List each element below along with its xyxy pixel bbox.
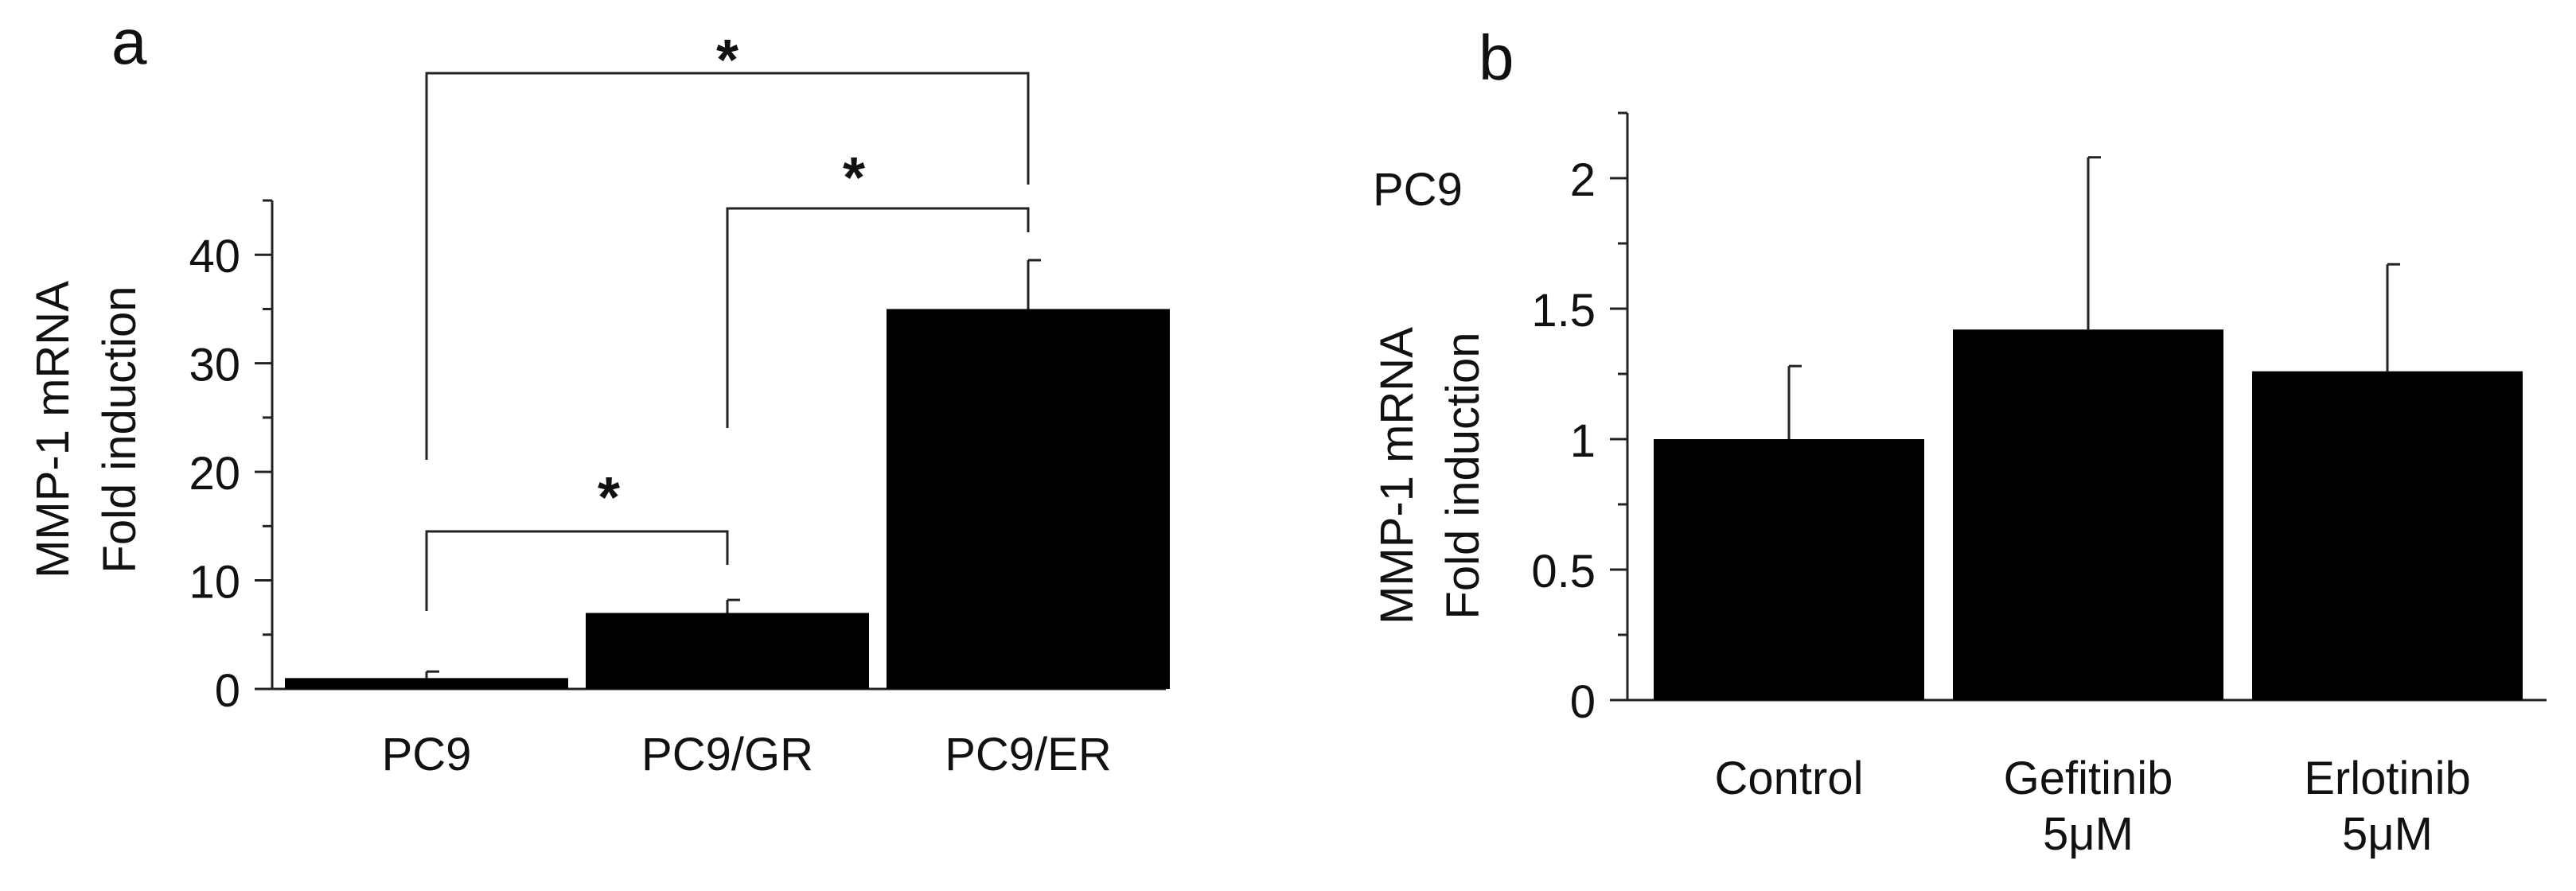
bar xyxy=(887,309,1170,689)
x-tick-label: PC9 xyxy=(382,729,472,780)
significance-label: * xyxy=(598,466,620,530)
y-axis-label: MMP-1 mRNA xyxy=(27,281,79,578)
x-tick-label: Control xyxy=(1715,753,1864,804)
chart-panel-a: 0 10 20 30 40 PC9 PC9/GR PC9/ER MMP-1 mRNA Fold i… xyxy=(27,6,1170,780)
x-tick-label: 5μM xyxy=(2043,808,2134,860)
significance-bracket xyxy=(425,530,729,611)
x-tick-label: PC9/ER xyxy=(945,729,1112,780)
y-tick-label: 10 xyxy=(189,557,240,609)
x-tick-label: Gefitinib xyxy=(2004,753,2173,804)
y-axis-label: Fold induction xyxy=(94,286,146,573)
y-tick-label: 40 xyxy=(189,231,240,282)
significance-bracket xyxy=(425,72,1030,460)
y-tick-label: 1.5 xyxy=(1531,285,1596,337)
x-tick-label: 5μM xyxy=(2342,808,2433,860)
bar xyxy=(1654,439,1924,700)
bar xyxy=(1953,329,2223,700)
panel-label: b xyxy=(1479,22,1514,93)
y-tick-label: 0 xyxy=(1570,676,1596,728)
significance-label: * xyxy=(716,29,739,92)
significance-label: * xyxy=(843,146,865,210)
panel-label: a xyxy=(111,6,147,77)
y-axis-label: MMP-1 mRNA xyxy=(1371,327,1423,624)
y-tick-label: 0.5 xyxy=(1531,546,1596,597)
y-tick-label: 0 xyxy=(215,665,240,717)
significance-bracket xyxy=(726,207,1030,428)
y-tick-label: 20 xyxy=(189,448,240,500)
bar xyxy=(2252,371,2523,700)
y-tick-label: 30 xyxy=(189,340,240,391)
y-axis-label: Fold induction xyxy=(1437,332,1489,619)
bar xyxy=(285,678,568,689)
x-tick-label: Erlotinib xyxy=(2304,753,2471,804)
y-tick-label: 2 xyxy=(1570,154,1596,206)
panel-annotation: PC9 xyxy=(1373,164,1463,216)
x-tick-label: PC9/GR xyxy=(641,729,813,780)
bar xyxy=(586,613,869,689)
y-tick-label: 1 xyxy=(1570,415,1596,467)
